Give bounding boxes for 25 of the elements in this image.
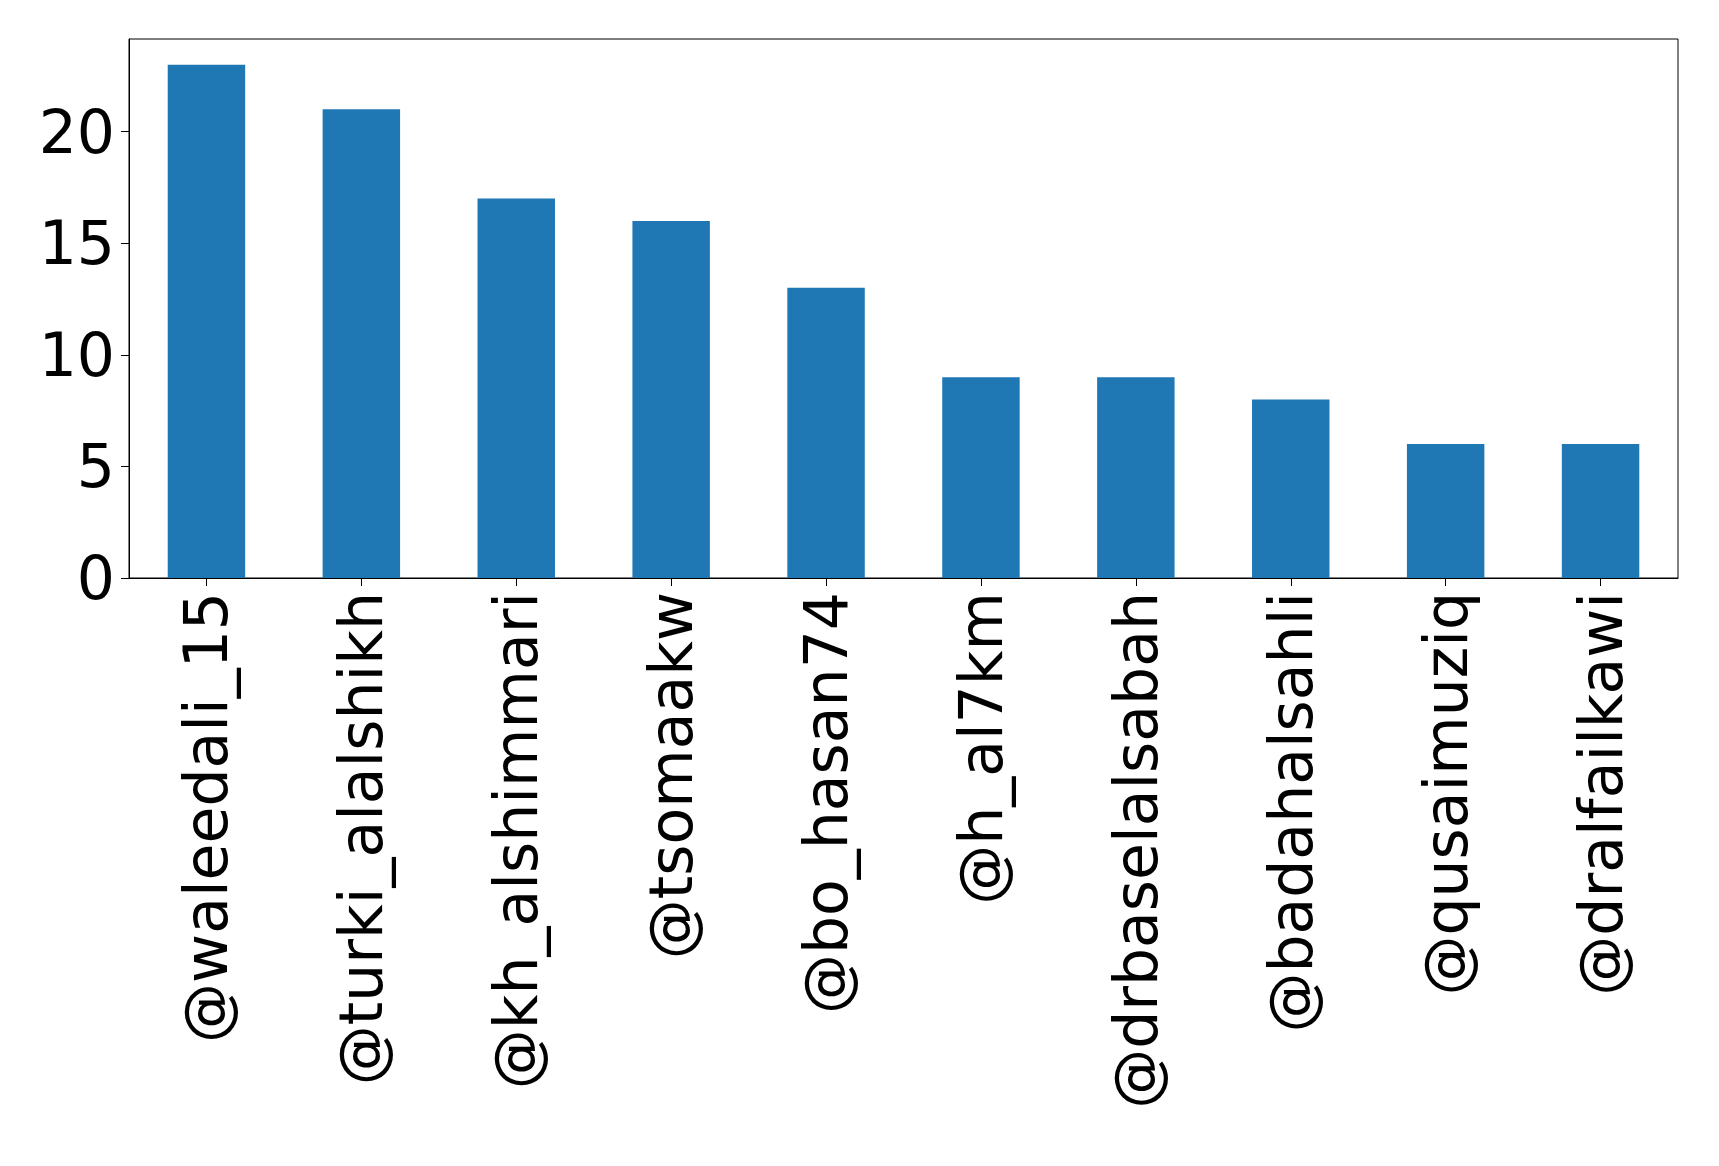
bar xyxy=(1561,444,1640,578)
bar xyxy=(167,64,246,578)
bar xyxy=(1097,377,1175,578)
y-tick-label: 10 xyxy=(38,319,115,390)
x-tick-label: @h_al7km xyxy=(945,592,1016,905)
x-tick-label: @drbaselalsabah xyxy=(1100,592,1171,1109)
bar xyxy=(787,287,865,578)
y-tick-label: 20 xyxy=(38,96,115,167)
x-tick-label: @tsomaakw xyxy=(636,592,707,960)
x-tick-label: @kh_alshimmari xyxy=(481,592,552,1090)
bar xyxy=(632,220,710,578)
x-tick-label: @bo_hasan74 xyxy=(791,592,862,1014)
y-tick-label: 5 xyxy=(76,431,115,502)
bar xyxy=(322,109,401,578)
bar xyxy=(1406,444,1485,578)
x-tick-label: @waleedali_15 xyxy=(171,592,242,1043)
bar xyxy=(942,377,1020,578)
x-tick-label: @turki_alalshikh xyxy=(326,592,397,1086)
x-tick-label: @badahalsahli xyxy=(1255,592,1326,1033)
y-tick-label: 0 xyxy=(76,543,115,613)
x-tick-label: @dralfailkawi xyxy=(1565,592,1636,996)
bar xyxy=(477,198,555,578)
x-tick-label: @qusaimuziq xyxy=(1410,592,1481,996)
bar xyxy=(1252,399,1330,578)
y-tick-label: 15 xyxy=(38,208,115,279)
